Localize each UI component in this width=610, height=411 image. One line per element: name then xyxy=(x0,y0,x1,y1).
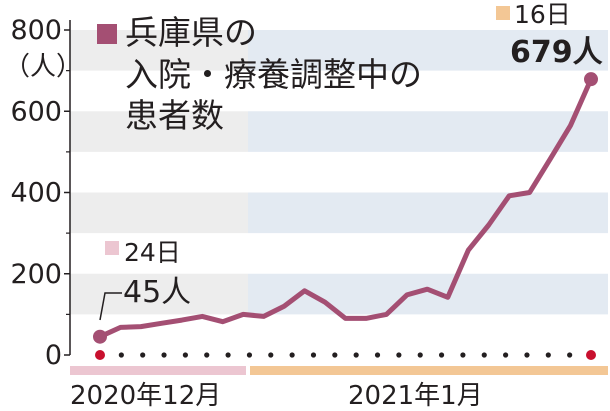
day-marker xyxy=(204,352,210,358)
day-marker xyxy=(503,352,509,358)
band-grey xyxy=(70,192,248,234)
end-value-label: 679人 xyxy=(510,35,603,70)
band-blue xyxy=(248,30,608,71)
day-marker xyxy=(268,352,274,358)
background-bands xyxy=(70,30,608,315)
y-axis: 0 200 400 600 800 （人） xyxy=(4,15,82,371)
day-marker xyxy=(140,352,146,358)
band-grey xyxy=(70,273,248,315)
day-marker xyxy=(246,352,253,358)
day-marker xyxy=(289,352,295,358)
day-marker xyxy=(545,352,551,358)
start-point xyxy=(93,329,107,344)
y-tick-label: 600 xyxy=(10,96,62,127)
month-label-december: 2020年12月 xyxy=(70,381,221,411)
month-bar-december xyxy=(70,366,246,375)
day-marker xyxy=(586,350,596,360)
day-marker xyxy=(118,352,124,358)
start-value-label: 45人 xyxy=(123,275,191,310)
band-blue xyxy=(248,111,608,152)
end-date-marker xyxy=(496,6,510,20)
end-date-label: 16日 xyxy=(514,0,571,29)
day-marker xyxy=(460,352,466,358)
day-marker xyxy=(161,352,167,358)
y-tick-label: 800 xyxy=(10,15,62,46)
day-marker xyxy=(567,352,573,358)
day-marker xyxy=(182,352,188,358)
band-grey xyxy=(70,111,248,152)
y-unit-label: （人） xyxy=(4,52,82,82)
day-marker xyxy=(353,352,359,358)
band-blue xyxy=(248,192,608,234)
month-label-january: 2021年1月 xyxy=(348,381,483,411)
day-marker xyxy=(374,352,381,358)
day-marker xyxy=(524,352,530,358)
end-point xyxy=(584,72,598,87)
y-tick-label: 400 xyxy=(10,178,62,209)
day-marker xyxy=(332,352,338,358)
y-tick-label: 0 xyxy=(45,340,62,371)
start-date-marker xyxy=(105,241,119,255)
day-marker xyxy=(438,352,445,358)
chart-title-line-1: 兵庫県の xyxy=(125,13,257,52)
day-marker xyxy=(396,352,402,358)
day-marker xyxy=(310,352,317,358)
y-tick-label: 200 xyxy=(10,259,62,290)
series-line xyxy=(97,76,594,340)
day-marker xyxy=(95,350,105,360)
month-bar-january xyxy=(250,366,608,375)
chart-title-line-3: 患者数 xyxy=(125,96,224,135)
legend-square xyxy=(97,24,117,44)
day-markers xyxy=(95,350,596,360)
chart-title-line-2: 入院・療養調整中の xyxy=(125,55,422,94)
start-leader-line xyxy=(99,292,122,321)
day-marker xyxy=(417,352,423,358)
series-layer xyxy=(93,72,598,344)
start-date-label: 24日 xyxy=(124,238,181,267)
day-marker xyxy=(481,352,487,358)
day-marker xyxy=(225,352,231,358)
